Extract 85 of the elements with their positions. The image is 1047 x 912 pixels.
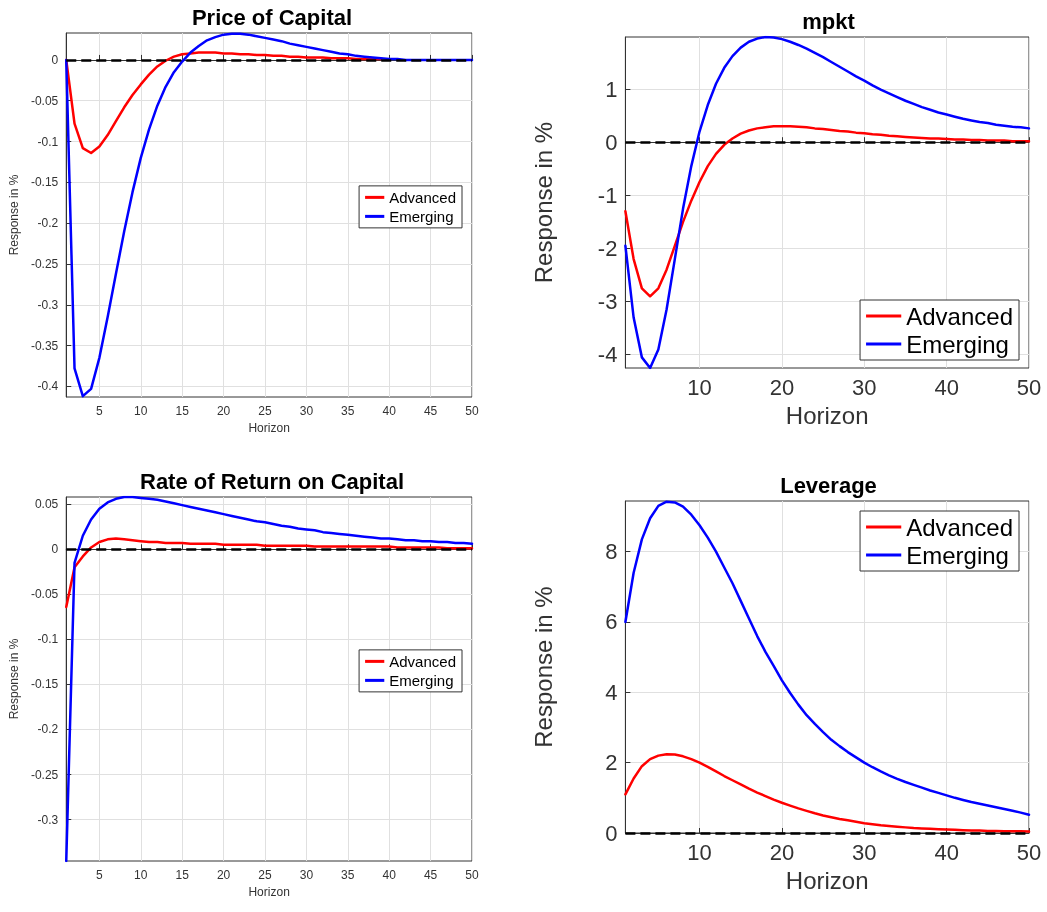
y-tick-label: -0.1 bbox=[37, 134, 59, 149]
line-series bbox=[624, 125, 1031, 298]
x-tick-label: 30 bbox=[852, 839, 877, 865]
line-series bbox=[65, 537, 474, 609]
y-tick-label: 1 bbox=[605, 76, 618, 102]
line-series bbox=[65, 495, 474, 863]
x-tick-label: 20 bbox=[769, 839, 795, 865]
chart-title: mpkt bbox=[802, 8, 856, 34]
y-tick-label: -0.05 bbox=[30, 93, 59, 108]
x-tick-label: 40 bbox=[934, 839, 959, 865]
y-tick-label: -3 bbox=[597, 289, 618, 315]
x-axis-title: Horizon bbox=[785, 866, 869, 894]
x-tick-label: 35 bbox=[341, 404, 355, 418]
x-tick-label: 10 bbox=[687, 839, 712, 865]
legend-label: Advanced bbox=[906, 302, 1013, 330]
y-tick-label: -0.2 bbox=[37, 216, 59, 231]
y-tick-label: 0 bbox=[51, 52, 59, 67]
y-axis-title: Response in % bbox=[529, 121, 557, 284]
x-axis-title: Horizon bbox=[248, 420, 290, 435]
y-tick-label: 8 bbox=[605, 539, 618, 565]
y-tick-label: -0.25 bbox=[30, 767, 59, 782]
legend-label: Advanced bbox=[389, 652, 456, 670]
y-tick-label: -0.2 bbox=[37, 722, 59, 737]
y-tick-label: 0.05 bbox=[34, 497, 59, 512]
y-tick-label: -0.15 bbox=[30, 175, 59, 190]
line-series bbox=[65, 32, 474, 398]
y-tick-label: 6 bbox=[605, 609, 618, 635]
x-tick-label: 20 bbox=[216, 868, 231, 882]
x-tick-label: 5 bbox=[96, 868, 104, 882]
chart-title: Rate of Return on Capital bbox=[139, 468, 405, 494]
y-tick-label: 2 bbox=[605, 750, 618, 776]
x-tick-label: 50 bbox=[465, 868, 479, 882]
x-tick-label: 30 bbox=[299, 404, 314, 418]
legend-label: Advanced bbox=[389, 188, 456, 206]
y-tick-label: -0.25 bbox=[30, 256, 59, 271]
y-tick-label: -0.3 bbox=[37, 297, 59, 312]
x-tick-label: 5 bbox=[96, 404, 104, 418]
y-tick-label: 0 bbox=[605, 129, 618, 155]
x-tick-label: 50 bbox=[465, 404, 479, 418]
x-tick-label: 30 bbox=[852, 374, 877, 400]
legend-label: Emerging bbox=[906, 541, 1009, 569]
x-tick-label: 10 bbox=[687, 374, 712, 400]
x-tick-label: 40 bbox=[382, 404, 397, 418]
x-tick-label: 40 bbox=[382, 868, 397, 882]
y-tick-label: -0.1 bbox=[37, 632, 59, 647]
chart-title: Leverage bbox=[780, 472, 877, 498]
legend-label: Emerging bbox=[906, 330, 1009, 358]
y-axis-title: Response in % bbox=[529, 586, 557, 748]
y-tick-label: -0.3 bbox=[37, 812, 59, 827]
x-tick-label: 30 bbox=[299, 868, 314, 882]
y-tick-label: -0.4 bbox=[37, 379, 59, 394]
x-tick-label: 10 bbox=[134, 868, 148, 882]
x-tick-label: 35 bbox=[341, 868, 355, 882]
line-series bbox=[65, 51, 383, 155]
x-tick-label: 15 bbox=[175, 404, 190, 418]
y-tick-label: -0.05 bbox=[30, 587, 59, 602]
y-tick-label: -4 bbox=[597, 342, 618, 368]
y-tick-label: -2 bbox=[597, 235, 618, 261]
x-tick-label: 50 bbox=[1016, 839, 1042, 865]
x-tick-label: 45 bbox=[423, 404, 438, 418]
x-axis-title: Horizon bbox=[785, 401, 869, 429]
y-axis-title: Response in % bbox=[7, 174, 21, 256]
y-tick-label: -0.35 bbox=[30, 338, 59, 353]
y-tick-label: -0.15 bbox=[30, 677, 59, 692]
legend-label: Advanced bbox=[906, 513, 1013, 541]
chart-title: Price of Capital bbox=[191, 4, 353, 30]
legend-label: Emerging bbox=[389, 207, 454, 225]
x-tick-label: 10 bbox=[134, 404, 148, 418]
x-axis-title: Horizon bbox=[248, 884, 290, 899]
x-tick-label: 20 bbox=[769, 374, 795, 400]
x-tick-label: 40 bbox=[934, 374, 959, 400]
x-tick-label: 50 bbox=[1016, 374, 1042, 400]
y-tick-label: 0 bbox=[51, 542, 59, 557]
line-series bbox=[624, 35, 1031, 370]
x-tick-label: 20 bbox=[216, 404, 231, 418]
x-tick-label: 45 bbox=[423, 868, 438, 882]
line-series bbox=[624, 500, 1031, 816]
y-tick-label: 0 bbox=[605, 820, 618, 846]
legend-label: Emerging bbox=[389, 671, 454, 689]
x-tick-label: 15 bbox=[175, 868, 190, 882]
y-axis-title: Response in % bbox=[7, 638, 21, 720]
x-tick-label: 25 bbox=[258, 868, 272, 882]
x-tick-label: 25 bbox=[258, 404, 272, 418]
y-tick-label: -1 bbox=[597, 182, 618, 208]
y-tick-label: 4 bbox=[605, 679, 618, 705]
